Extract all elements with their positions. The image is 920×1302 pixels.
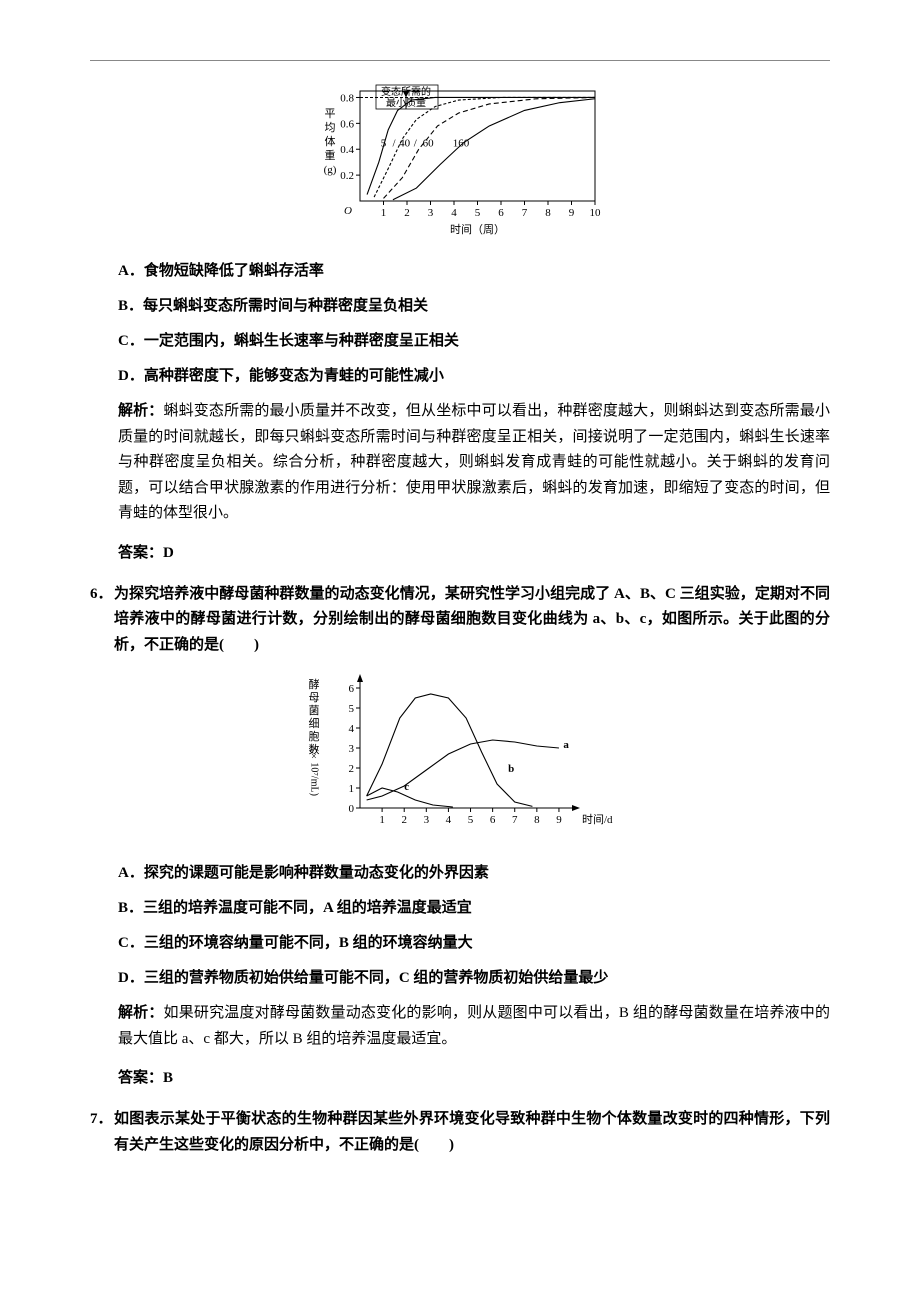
q5-option-b: B．每只蝌蚪变态所需时间与种群密度呈负相关: [118, 294, 830, 315]
svg-text:/: /: [414, 138, 418, 150]
svg-text:0.2: 0.2: [340, 170, 354, 182]
svg-text:母: 母: [309, 691, 320, 704]
svg-text:a: a: [563, 739, 569, 751]
svg-text:平: 平: [325, 108, 336, 120]
svg-text:8: 8: [534, 814, 540, 826]
q6-analysis-label: 解析：: [118, 1005, 164, 1021]
svg-text:0.4: 0.4: [340, 144, 354, 156]
svg-text:160: 160: [453, 138, 470, 150]
q6-option-c: C．三组的环境容纳量可能不同，B 组的环境容纳量大: [118, 931, 830, 952]
svg-text:1: 1: [349, 783, 355, 795]
q5-answer: 答案：D: [118, 541, 830, 562]
svg-text:/: /: [393, 138, 397, 150]
chart2-container: 0123456123456789abc酵母菌细胞数(×10⁷/mL)时间/d: [90, 668, 830, 843]
q6-number: 6．: [90, 582, 114, 608]
svg-text:1: 1: [381, 207, 387, 219]
svg-text:体: 体: [325, 134, 336, 148]
svg-text:9: 9: [556, 814, 562, 826]
svg-text:4: 4: [451, 207, 457, 219]
q5-analysis-text: 蝌蚪变态所需的最小质量并不改变，但从坐标中可以看出，种群密度越大，则蝌蚪达到变态…: [118, 403, 830, 521]
svg-text:40: 40: [399, 138, 411, 150]
svg-text:3: 3: [349, 743, 355, 755]
svg-text:7: 7: [522, 207, 528, 219]
q6-analysis-text: 如果研究温度对酵母菌数量动态变化的影响，则从题图中可以看出，B 组的酵母菌数量在…: [118, 1005, 830, 1047]
q6-answer-label: 答案：: [118, 1070, 163, 1086]
svg-text:4: 4: [446, 814, 452, 826]
svg-text:6: 6: [498, 207, 504, 219]
svg-text:9: 9: [569, 207, 575, 219]
chart1-container: 0.20.40.60.812345678910O变态所需的最小质量5406016…: [90, 81, 830, 241]
svg-text:4: 4: [349, 723, 355, 735]
svg-text:c: c: [404, 781, 409, 793]
q6-stem: 6． 为探究培养液中酵母菌种群数量的动态变化情况，某研究性学习小组完成了 A、B…: [90, 582, 830, 659]
q5-analysis-label: 解析：: [118, 403, 163, 419]
svg-text:6: 6: [349, 683, 355, 695]
q6-stem-text: 为探究培养液中酵母菌种群数量的动态变化情况，某研究性学习小组完成了 A、B、C …: [90, 582, 830, 659]
q5-answer-value: D: [163, 545, 174, 561]
svg-text:时间（周）: 时间（周）: [450, 223, 505, 236]
q5-analysis: 解析：蝌蚪变态所需的最小质量并不改变，但从坐标中可以看出，种群密度越大，则蝌蚪达…: [118, 399, 830, 527]
svg-text:3: 3: [428, 207, 434, 219]
q5-options: A．食物短缺降低了蝌蚪存活率 B．每只蝌蚪变态所需时间与种群密度呈负相关 C．一…: [118, 259, 830, 385]
svg-text:(g): (g): [324, 164, 337, 176]
chart2: 0123456123456789abc酵母菌细胞数(×10⁷/mL)时间/d: [290, 668, 630, 843]
svg-text:0: 0: [349, 803, 355, 815]
chart1: 0.20.40.60.812345678910O变态所需的最小质量5406016…: [305, 81, 615, 241]
svg-text:1: 1: [379, 814, 385, 826]
svg-text:(×10⁷/mL): (×10⁷/mL): [309, 748, 320, 796]
svg-text:b: b: [508, 763, 514, 775]
svg-text:胞: 胞: [309, 730, 320, 743]
q7-stem-text: 如图表示某处于平衡状态的生物种群因某些外界环境变化导致种群中生物个体数量改变时的…: [90, 1107, 830, 1158]
svg-text:2: 2: [401, 814, 407, 826]
q5-answer-label: 答案：: [118, 545, 163, 561]
svg-text:酵: 酵: [309, 678, 320, 691]
q5-option-c: C．一定范围内，蝌蚪生长速率与种群密度呈正相关: [118, 329, 830, 350]
svg-text:8: 8: [545, 207, 551, 219]
svg-text:10: 10: [590, 207, 602, 219]
svg-text:O: O: [344, 205, 352, 217]
q6-answer-value: B: [163, 1070, 173, 1086]
q7-number: 7．: [90, 1107, 114, 1133]
q6-option-d: D．三组的营养物质初始供给量可能不同，C 组的营养物质初始供给量最少: [118, 966, 830, 987]
svg-text:菌: 菌: [309, 704, 320, 717]
svg-text:5: 5: [468, 814, 474, 826]
q6-answer: 答案：B: [118, 1066, 830, 1087]
svg-text:6: 6: [490, 814, 496, 826]
q6-analysis: 解析：如果研究温度对酵母菌数量动态变化的影响，则从题图中可以看出，B 组的酵母菌…: [118, 1001, 830, 1052]
q5-option-a: A．食物短缺降低了蝌蚪存活率: [118, 259, 830, 280]
svg-text:60: 60: [423, 138, 435, 150]
svg-text:3: 3: [424, 814, 430, 826]
q6-option-a: A．探究的课题可能是影响种群数量动态变化的外界因素: [118, 861, 830, 882]
q7-stem: 7． 如图表示某处于平衡状态的生物种群因某些外界环境变化导致种群中生物个体数量改…: [90, 1107, 830, 1158]
svg-text:2: 2: [349, 763, 355, 775]
svg-text:7: 7: [512, 814, 518, 826]
q6-options: A．探究的课题可能是影响种群数量动态变化的外界因素 B．三组的培养温度可能不同，…: [118, 861, 830, 987]
svg-text:5: 5: [475, 207, 481, 219]
svg-text:2: 2: [404, 207, 410, 219]
svg-text:5: 5: [349, 703, 355, 715]
svg-text:重: 重: [325, 148, 336, 162]
svg-text:时间/d: 时间/d: [582, 813, 613, 826]
svg-text:均: 均: [325, 121, 336, 134]
svg-text:0.8: 0.8: [340, 92, 354, 104]
page: 0.20.40.60.812345678910O变态所需的最小质量5406016…: [0, 0, 920, 1198]
top-rule: [90, 60, 830, 61]
svg-text:细: 细: [309, 717, 320, 730]
q5-option-d: D．高种群密度下，能够变态为青蛙的可能性减小: [118, 364, 830, 385]
svg-text:0.6: 0.6: [340, 118, 354, 130]
q6-option-b: B．三组的培养温度可能不同，A 组的培养温度最适宜: [118, 896, 830, 917]
svg-text:5: 5: [381, 138, 387, 150]
